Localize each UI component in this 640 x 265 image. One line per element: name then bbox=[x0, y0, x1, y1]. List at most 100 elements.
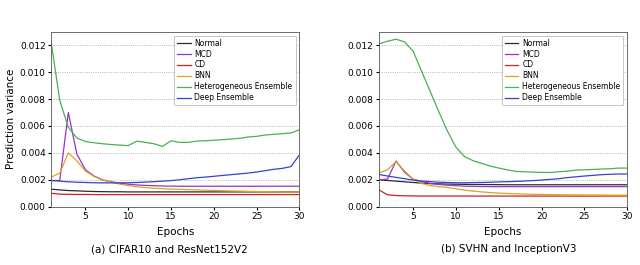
MCD bbox=[244, 185, 252, 188]
BNN bbox=[444, 186, 451, 189]
Deep Ensemble bbox=[452, 181, 460, 184]
Deep Ensemble bbox=[124, 181, 132, 184]
Deep Ensemble bbox=[572, 175, 580, 178]
Line: Heterogeneous Ensemble: Heterogeneous Ensemble bbox=[51, 43, 300, 147]
Line: Heterogeneous Ensemble: Heterogeneous Ensemble bbox=[379, 39, 627, 173]
Normal bbox=[401, 180, 408, 183]
Deep Ensemble bbox=[520, 179, 528, 183]
Heterogeneous Ensemble bbox=[461, 155, 468, 158]
CD bbox=[538, 195, 545, 198]
BNN bbox=[193, 188, 200, 192]
CD bbox=[392, 194, 400, 197]
BNN bbox=[615, 193, 623, 197]
Deep Ensemble bbox=[375, 173, 383, 176]
MCD bbox=[270, 185, 278, 188]
Line: BNN: BNN bbox=[51, 153, 300, 192]
Deep Ensemble bbox=[219, 174, 227, 177]
Heterogeneous Ensemble bbox=[65, 126, 72, 129]
BNN bbox=[65, 151, 72, 154]
CD bbox=[90, 193, 98, 196]
Normal bbox=[150, 190, 158, 193]
Deep Ensemble bbox=[150, 180, 158, 183]
Normal bbox=[461, 183, 468, 186]
Heterogeneous Ensemble bbox=[392, 38, 400, 41]
Normal bbox=[108, 190, 115, 193]
Normal bbox=[529, 183, 537, 186]
Deep Ensemble bbox=[538, 178, 545, 182]
BNN bbox=[383, 168, 391, 171]
Deep Ensemble bbox=[426, 180, 434, 183]
BNN bbox=[244, 190, 252, 193]
Heterogeneous Ensemble bbox=[116, 143, 124, 147]
MCD bbox=[253, 185, 260, 188]
MCD bbox=[227, 185, 235, 188]
BNN bbox=[520, 192, 528, 196]
Normal bbox=[82, 190, 90, 193]
Deep Ensemble bbox=[184, 177, 192, 180]
Deep Ensemble bbox=[469, 181, 477, 184]
MCD bbox=[296, 185, 303, 188]
Normal bbox=[623, 183, 631, 186]
Normal bbox=[392, 180, 400, 183]
Normal bbox=[296, 190, 303, 193]
Heterogeneous Ensemble bbox=[219, 138, 227, 141]
Deep Ensemble bbox=[116, 181, 124, 184]
Normal bbox=[116, 190, 124, 193]
Deep Ensemble bbox=[270, 168, 278, 171]
Heterogeneous Ensemble bbox=[261, 133, 269, 136]
CD bbox=[184, 193, 192, 196]
Normal bbox=[47, 188, 55, 191]
Heterogeneous Ensemble bbox=[287, 131, 295, 135]
Deep Ensemble bbox=[495, 180, 502, 184]
BNN bbox=[167, 187, 175, 191]
BNN bbox=[261, 190, 269, 193]
BNN bbox=[538, 193, 545, 196]
MCD bbox=[210, 185, 218, 188]
MCD bbox=[580, 185, 588, 188]
Normal bbox=[73, 189, 81, 192]
Deep Ensemble bbox=[512, 180, 520, 183]
Normal bbox=[65, 189, 72, 192]
BNN bbox=[452, 187, 460, 190]
MCD bbox=[193, 185, 200, 188]
CD bbox=[486, 195, 494, 198]
Normal bbox=[563, 183, 571, 186]
Normal bbox=[133, 190, 141, 193]
BNN bbox=[461, 189, 468, 192]
CD bbox=[150, 193, 158, 196]
Heterogeneous Ensemble bbox=[418, 70, 426, 73]
CD bbox=[253, 193, 260, 196]
BNN bbox=[150, 187, 158, 190]
Deep Ensemble bbox=[176, 178, 184, 181]
MCD bbox=[47, 179, 55, 182]
Deep Ensemble bbox=[167, 179, 175, 182]
Deep Ensemble bbox=[606, 173, 614, 176]
BNN bbox=[184, 188, 192, 191]
BNN bbox=[375, 171, 383, 175]
Deep Ensemble bbox=[563, 176, 571, 179]
Normal bbox=[615, 183, 623, 186]
CD bbox=[512, 195, 520, 198]
CD bbox=[202, 193, 209, 196]
Y-axis label: Prediction variance: Prediction variance bbox=[6, 69, 15, 169]
MCD bbox=[56, 179, 63, 182]
BNN bbox=[589, 193, 596, 197]
Normal bbox=[589, 183, 596, 186]
Line: Deep Ensemble: Deep Ensemble bbox=[51, 155, 300, 183]
Deep Ensemble bbox=[73, 181, 81, 184]
BNN bbox=[99, 178, 106, 182]
Heterogeneous Ensemble bbox=[193, 139, 200, 143]
Heterogeneous Ensemble bbox=[278, 132, 286, 135]
Normal bbox=[141, 190, 149, 193]
Deep Ensemble bbox=[56, 180, 63, 183]
Normal bbox=[580, 183, 588, 186]
BNN bbox=[623, 193, 631, 197]
Normal bbox=[176, 190, 184, 193]
Heterogeneous Ensemble bbox=[202, 139, 209, 142]
MCD bbox=[563, 185, 571, 188]
Heterogeneous Ensemble bbox=[73, 136, 81, 140]
Heterogeneous Ensemble bbox=[176, 141, 184, 144]
MCD bbox=[435, 183, 443, 186]
BNN bbox=[572, 193, 580, 196]
Normal bbox=[253, 190, 260, 193]
